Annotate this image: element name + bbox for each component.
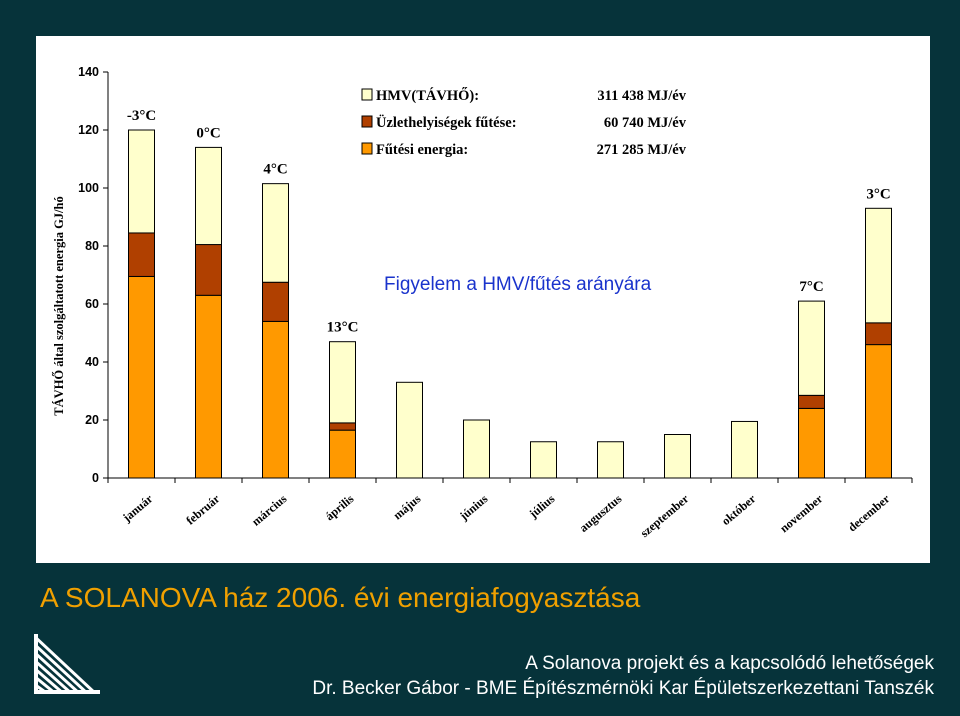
legend-swatch — [361, 142, 373, 155]
bar-segment — [731, 420, 758, 479]
legend: HMV(TÁVHŐ): 311 438 MJ/év Üzlethelyiségek … — [361, 87, 687, 158]
x-tick-label: augusztus — [577, 491, 625, 535]
bar-segment — [865, 344, 892, 479]
chart: 0 20 40 60 80 100 120 140 január február március á… — [51, 65, 913, 540]
x-tick-label: december — [845, 491, 893, 534]
x-tick-label: szeptember — [638, 491, 692, 540]
legend-amount: 60 740 MJ/év — [604, 115, 687, 131]
bar-segment — [262, 281, 289, 322]
bme-logo — [34, 634, 100, 694]
bar-segment — [798, 394, 825, 409]
bar-segment — [329, 429, 356, 479]
y-tick-label: 80 — [85, 239, 99, 253]
bar-segment — [128, 275, 155, 479]
legend-amount: 311 438 MJ/év — [597, 88, 686, 104]
x-tick-label: június — [456, 491, 491, 523]
bar-segment — [530, 441, 557, 479]
bar-segment — [262, 183, 289, 283]
bar-segment — [865, 207, 892, 324]
bar-segment — [128, 232, 155, 277]
x-tick-label: május — [390, 491, 423, 522]
legend-swatch — [361, 88, 373, 101]
legend-label: HMV(TÁVHŐ): — [376, 87, 479, 104]
y-tick-label: 140 — [78, 65, 99, 79]
x-tick-label: november — [777, 491, 826, 535]
bars — [128, 129, 892, 479]
x-tick-label: február — [183, 491, 223, 527]
bar-segment — [798, 300, 825, 396]
temperature-labels: -3°C 0°C 4°C 13°C 7°C 3°C — [127, 108, 891, 336]
bar-segment — [195, 294, 222, 479]
temperature-label: 13°C — [327, 320, 359, 336]
legend-label: Üzlethelyiségek fűtése: — [376, 114, 517, 131]
y-tick-label: 100 — [78, 181, 99, 195]
legend-swatch — [361, 115, 373, 128]
footer-author: Dr. Becker Gábor - BME Építészmérnöki Ka… — [312, 678, 934, 699]
bar-segment — [329, 422, 356, 431]
bar-segment — [262, 320, 289, 479]
temperature-label: 7°C — [799, 279, 823, 295]
bar-segment — [597, 441, 624, 479]
chart-panel: 0 20 40 60 80 100 120 140 január február március á… — [36, 36, 930, 563]
bar-segment — [195, 146, 222, 246]
x-tick-label: július — [526, 491, 558, 521]
temperature-label: 3°C — [866, 186, 890, 202]
x-tick-label: március — [249, 491, 290, 528]
legend-label: Fűtési energia: — [376, 142, 468, 158]
bar-segment — [195, 244, 222, 296]
slide-title: A SOLANOVA ház 2006. évi energiafogyaszt… — [40, 582, 641, 613]
y-tick-label: 60 — [85, 297, 99, 311]
bar-segment — [463, 419, 490, 479]
temperature-label: -3°C — [127, 108, 156, 124]
bar-segment — [865, 322, 892, 346]
y-tick-label: 40 — [85, 355, 99, 369]
y-axis-label: TÁVHŐ által szolgáltatott energia GJ/hó — [51, 196, 66, 415]
x-tick-labels: január február március április május június jú… — [119, 491, 893, 540]
temperature-label: 4°C — [263, 162, 287, 178]
y-tick-label: 120 — [78, 123, 99, 137]
x-tick-label: október — [719, 491, 759, 528]
bar-segment — [798, 407, 825, 479]
y-tick-label: 20 — [85, 413, 99, 427]
bar-segment — [128, 129, 155, 234]
legend-amount: 271 285 MJ/év — [597, 142, 687, 158]
bar-segment — [329, 341, 356, 424]
x-tick-label: április — [322, 491, 356, 523]
footer-project: A Solanova projekt és a kapcsolódó lehet… — [525, 653, 934, 674]
temperature-label: 0°C — [196, 125, 220, 141]
y-ticks: 0 20 40 60 80 100 120 140 — [78, 65, 913, 485]
bar-segment — [396, 381, 423, 479]
annotation-note: Figyelem a HMV/fűtés arányára — [384, 274, 652, 295]
x-tick-label: január — [119, 491, 156, 525]
y-tick-label: 0 — [92, 471, 99, 485]
bar-segment — [664, 434, 691, 479]
